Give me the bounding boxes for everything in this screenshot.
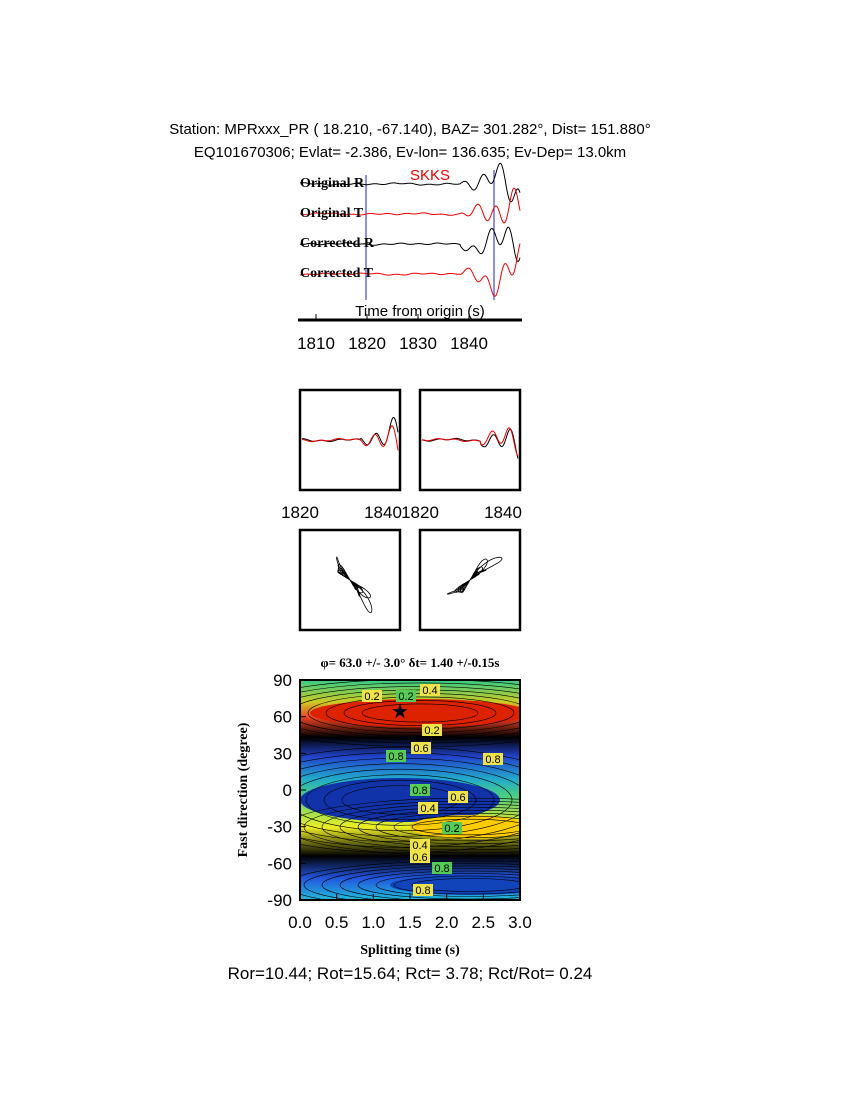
time-tick-label: 1830 <box>399 334 437 353</box>
best-fit-star: ★ <box>391 701 409 723</box>
panel-trace <box>421 427 519 457</box>
trace-label: Original T <box>300 206 364 221</box>
time-tick-label: 1840 <box>450 334 488 353</box>
panel-tick-label: 1820 <box>401 503 439 522</box>
waveform-panels: 1820 1840 1820 1840 <box>281 388 522 632</box>
contour-label-box <box>420 684 440 696</box>
y-tick-label: -30 <box>267 818 292 837</box>
contour-label-box <box>483 753 503 765</box>
x-tick-label: 1.0 <box>362 913 386 932</box>
contour-label: 0.6 <box>412 852 427 864</box>
contour-label-box <box>362 690 382 702</box>
contour-label: 0.4 <box>422 685 437 697</box>
contour-label: 0.8 <box>415 885 430 897</box>
contour-label: 0.2 <box>364 691 379 703</box>
contour-label-box <box>410 839 430 851</box>
trace <box>299 162 521 203</box>
panel-tick-label: 1840 <box>484 503 522 522</box>
contour-label: 0.2 <box>444 823 459 835</box>
contour-label-box <box>410 851 430 863</box>
contour-label: 0.4 <box>412 840 427 852</box>
x-tick-label: 2.5 <box>472 913 496 932</box>
contour-label: 0.4 <box>420 803 435 815</box>
contour <box>393 875 520 895</box>
contour-label-box <box>410 784 430 796</box>
y-axis-label: Fast direction (degree) <box>236 722 251 857</box>
x-tick-label: 2.0 <box>435 913 459 932</box>
trace <box>299 226 521 263</box>
contour-label: 0.6 <box>450 792 465 804</box>
contour-label: 0.2 <box>398 691 413 703</box>
panel-trace <box>301 425 399 451</box>
contour <box>375 873 520 897</box>
y-tick-label: -90 <box>267 891 292 910</box>
time-axis-label: Time from origin (s) <box>355 303 484 320</box>
contour-label-box <box>413 884 433 896</box>
contour <box>361 703 479 723</box>
contour <box>339 806 520 848</box>
contour <box>300 768 513 832</box>
contour-label: 0.6 <box>413 743 428 755</box>
contour <box>339 868 520 900</box>
contour-label-box <box>432 862 452 874</box>
contour-label-box <box>418 802 438 814</box>
contour <box>411 818 520 836</box>
contour <box>305 774 495 826</box>
y-tick-label: -60 <box>267 854 292 873</box>
particle-motion <box>446 556 503 595</box>
contour-label-box <box>442 822 462 834</box>
ratio-summary: Ror=10.44; Rot=15.64; Rct= 3.78; Rct/Rot… <box>228 964 593 983</box>
y-tick-label: 0 <box>283 781 292 800</box>
contour-label-box <box>396 690 416 702</box>
panel-trace <box>421 428 519 459</box>
contour <box>300 746 520 854</box>
trace-label: Corrected T <box>300 266 374 281</box>
contour <box>343 700 497 726</box>
y-tick-label: 60 <box>273 708 292 727</box>
particle-motion <box>336 556 373 613</box>
y-tick-label: 90 <box>273 671 292 690</box>
contour <box>357 809 520 845</box>
panel-tick-label: 1840 <box>364 503 402 522</box>
station-info: Station: MPRxxx_PR ( 18.210, -67.140), B… <box>169 121 650 138</box>
contour-label-box <box>411 742 431 754</box>
x-tick-label: 1.5 <box>398 913 422 932</box>
contour <box>375 812 520 842</box>
contour <box>300 797 520 857</box>
contour <box>323 779 477 821</box>
y-tick-label: 30 <box>273 744 292 763</box>
contour <box>303 863 520 900</box>
contour <box>300 860 520 900</box>
contour-label-box <box>422 724 442 736</box>
trace <box>299 243 521 297</box>
contour <box>393 815 520 839</box>
x-axis-label: Splitting time (s) <box>360 943 460 958</box>
trace-label: Corrected R <box>300 236 375 251</box>
time-tick-label: 1810 <box>297 334 335 353</box>
contour <box>325 696 515 730</box>
contour-label: 0.8 <box>412 785 427 797</box>
contour <box>411 878 520 892</box>
splitting-result: φ= 63.0 +/- 3.0° δt= 1.40 +/-0.15s <box>321 655 500 670</box>
trace <box>299 187 521 224</box>
contour-label: 0.2 <box>424 725 439 737</box>
contour <box>321 803 520 851</box>
event-info: EQ101670306; Evlat= -2.386, Ev-lon= 136.… <box>194 144 626 161</box>
phase-label: SKKS <box>410 167 450 184</box>
traces: Original R Original T Corrected R Corrected… <box>299 162 521 297</box>
panel-tick-label: 1820 <box>281 503 319 522</box>
x-tick-label: 0.5 <box>325 913 349 932</box>
trace-label: Original R <box>300 176 365 191</box>
time-tick-label: 1820 <box>348 334 386 353</box>
contour-label: 0.8 <box>485 754 500 766</box>
contour <box>321 865 520 900</box>
contour-label: 0.8 <box>434 863 449 875</box>
contour-label: 0.8 <box>388 751 403 763</box>
contour-label-box <box>386 750 406 762</box>
contour-label-box <box>448 791 468 803</box>
x-tick-label: 0.0 <box>288 913 312 932</box>
x-tick-label: 3.0 <box>508 913 532 932</box>
